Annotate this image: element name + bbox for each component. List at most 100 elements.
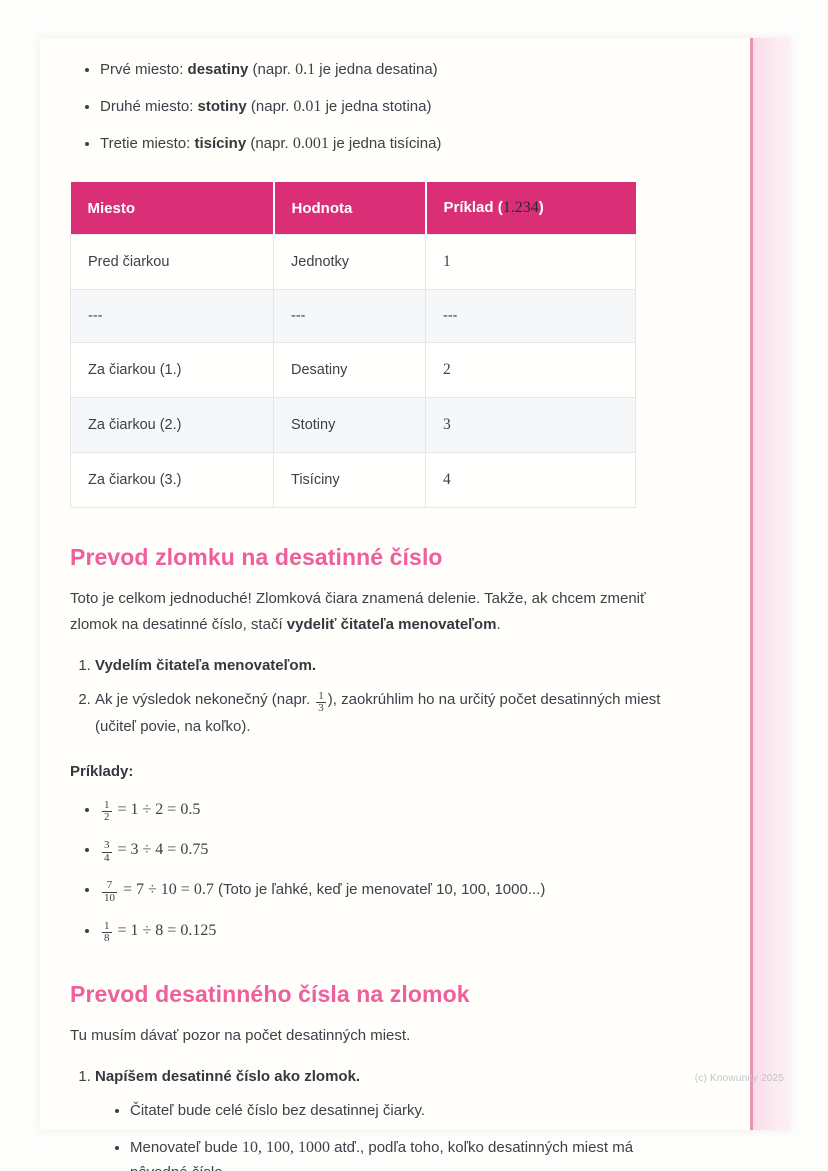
example-item: 12 = 1 ÷ 2 = 0.5: [100, 798, 690, 824]
step-text: ), zaokrúhlim ho na určitý počet desatin…: [95, 691, 661, 735]
list-item-bold: stotiny: [197, 97, 247, 115]
table-row: Za čiarkou (1.) Desatiny 2: [70, 342, 636, 399]
table-row: Za čiarkou (3.) Tisíciny 4: [70, 452, 636, 509]
math-value: 0.001: [292, 134, 329, 152]
fraction-denominator: 2: [102, 811, 112, 824]
fraction-numerator: 7: [106, 879, 113, 892]
table-cell: 1: [425, 234, 636, 291]
list-item: Tretie miesto: tisíciny (napr. 0.001 je …: [100, 132, 690, 157]
fraction: 12: [102, 798, 112, 824]
table-cell: ---: [70, 289, 274, 344]
decimal-places-list: Prvé miesto: desatiny (napr. 0.1 je jedn…: [70, 58, 690, 156]
step-text: Ak je výsledok nekonečný (napr.: [95, 691, 315, 709]
table-row: Za čiarkou (2.) Stotiny 3: [70, 397, 636, 454]
math-value: 4: [443, 471, 451, 489]
list-item-text: (napr.: [246, 97, 294, 115]
document-content: Prvé miesto: desatiny (napr. 0.1 je jedn…: [40, 38, 790, 1171]
list-item-text: (napr.: [246, 134, 293, 152]
math-value: 0.1: [295, 61, 316, 78]
sub-bullet-text: Menovateľ bude: [130, 1138, 242, 1156]
table-row: Pred čiarkou Jednotky 1: [70, 234, 636, 291]
table-cell: 3: [425, 397, 636, 454]
section-title-fraction-to-decimal: Prevod zlomku na desatinné číslo: [70, 544, 443, 571]
fraction-denominator: 10: [102, 892, 117, 905]
fraction-denominator: 3: [316, 702, 326, 715]
example-note: (Toto je ľahké, keď je menovateľ 10, 100…: [213, 881, 546, 899]
examples-list: 12 = 1 ÷ 2 = 0.5 34 = 3 ÷ 4 = 0.75 710 =…: [70, 798, 690, 945]
math-expression: = 7 ÷ 10 = 0.7: [119, 881, 214, 899]
list-item-text: (napr.: [248, 61, 296, 78]
page-edge-stripe: [750, 38, 790, 1130]
table-header-hodnota: Hodnota: [273, 182, 427, 235]
table-cell: ---: [273, 289, 426, 344]
table-row: --- --- ---: [70, 289, 636, 344]
table-cell: Jednotky: [273, 234, 426, 291]
step-item: Ak je výsledok nekonečný (napr. 13), zao…: [95, 688, 675, 738]
watermark: (c) Knowunity 2025: [694, 1073, 784, 1084]
section-title-decimal-to-fraction: Prevod desatinného čísla na zlomok: [70, 980, 470, 1007]
sub-bullet-text: atď., podľa toho, koľko desatinných mies…: [130, 1138, 634, 1171]
steps-list: Vydelím čitateľa menovateľom. Ak je výsl…: [70, 654, 690, 738]
fraction-denominator: 4: [102, 851, 112, 864]
fraction: 34: [102, 840, 112, 864]
step-item: Napíšem desatinné číslo ako zlomok. Čita…: [95, 1065, 675, 1171]
table-cell: Tisíciny: [273, 452, 426, 509]
table-cell: Za čiarkou (1.): [70, 342, 274, 399]
math-value: 1.234: [502, 199, 539, 217]
paragraph-text: .: [496, 615, 501, 633]
steps-list: Napíšem desatinné číslo ako zlomok. Čita…: [70, 1065, 690, 1171]
step-bold: Napíšem desatinné číslo ako zlomok.: [95, 1068, 361, 1086]
header-text: Príklad (: [443, 199, 503, 217]
examples-label: Príklady:: [70, 762, 134, 780]
math-value: 2: [443, 361, 451, 379]
fraction-denominator: 8: [102, 932, 112, 945]
table-cell: Za čiarkou (3.): [70, 452, 274, 509]
table-cell: Stotiny: [273, 397, 426, 454]
paragraph: Toto je celkom jednoduché! Zlomková čiar…: [70, 586, 670, 637]
step-bold: Vydelím čitateľa menovateľom.: [95, 657, 317, 675]
example-item: 18 = 1 ÷ 8 = 0.125: [100, 919, 690, 945]
table-header-miesto: Miesto: [70, 182, 275, 235]
list-item-text: je jedna desatina): [315, 61, 438, 78]
example-item: 34 = 3 ÷ 4 = 0.75: [100, 838, 690, 864]
place-value-table: Miesto Hodnota Príklad (1.234) Pred čiar…: [70, 182, 636, 509]
math-expression: = 3 ÷ 4 = 0.75: [113, 840, 209, 858]
math-value: 3: [443, 416, 451, 434]
sub-bullet-item: Čitateľ bude celé číslo bez desatinnej č…: [130, 1098, 675, 1124]
list-item-text: je jedna stotina): [321, 97, 432, 115]
fraction-numerator: 1: [104, 798, 110, 811]
fraction-numerator: 3: [104, 839, 110, 852]
example-item: 710 = 7 ÷ 10 = 0.7 (Toto je ľahké, keď j…: [100, 878, 690, 904]
sub-bullet-item: Menovateľ bude 10, 100, 1000 atď., podľa…: [130, 1135, 675, 1171]
table-cell: 2: [425, 342, 636, 399]
list-item-text: je jedna tisícina): [328, 134, 442, 152]
paragraph: Tu musím dávať pozor na počet desatinnýc…: [70, 1026, 411, 1044]
math-value: 0.01: [293, 97, 322, 115]
fraction: 710: [102, 880, 117, 904]
document-page: Prvé miesto: desatiny (napr. 0.1 je jedn…: [40, 38, 790, 1171]
table-cell: Za čiarkou (2.): [70, 397, 274, 454]
header-text: ): [538, 199, 544, 217]
step-item: Vydelím čitateľa menovateľom.: [95, 654, 675, 678]
paragraph-text: Toto je celkom jednoduché! Zlomková čiar…: [70, 590, 646, 633]
table-cell: Pred čiarkou: [70, 234, 274, 291]
paragraph-bold: vydeliť čitateľa menovateľom: [286, 615, 497, 633]
math-value: 1: [443, 253, 451, 271]
math-expression: = 1 ÷ 2 = 0.5: [113, 800, 201, 818]
sub-bullet-text: Čitateľ bude celé číslo bez desatinnej č…: [130, 1102, 426, 1120]
list-item: Prvé miesto: desatiny (napr. 0.1 je jedn…: [100, 58, 690, 83]
table-header-row: Miesto Hodnota Príklad (1.234): [70, 182, 636, 235]
math-expression: = 1 ÷ 8 = 0.125: [113, 921, 217, 939]
list-item-text: Prvé miesto:: [100, 61, 188, 78]
fraction-numerator: 1: [318, 689, 324, 702]
fraction-numerator: 1: [104, 919, 110, 932]
list-item-bold: tisíciny: [194, 134, 247, 152]
table-cell: Desatiny: [273, 342, 426, 399]
list-item-text: Tretie miesto:: [100, 134, 195, 152]
math-value: 10, 100, 1000: [241, 1138, 330, 1156]
table-cell: 4: [425, 452, 636, 509]
sub-bullet-list: Čitateľ bude celé číslo bez desatinnej č…: [95, 1098, 675, 1171]
fraction: 18: [102, 919, 112, 945]
